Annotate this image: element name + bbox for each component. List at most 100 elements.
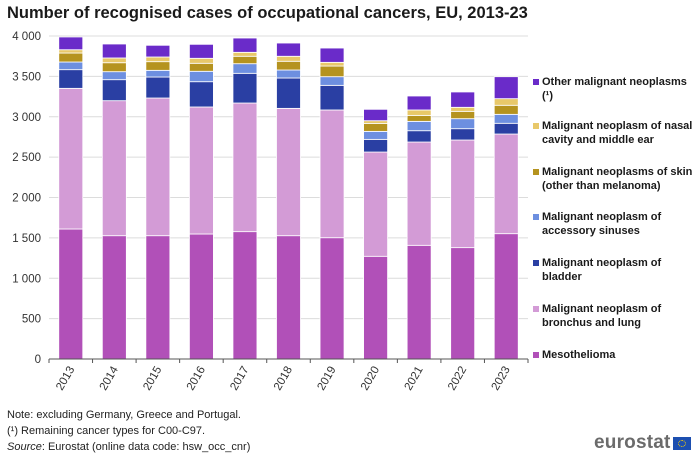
bar-segment <box>58 49 84 54</box>
legend-item: Mesothelioma <box>532 348 699 362</box>
bar-segment <box>406 244 432 360</box>
legend-swatch <box>533 169 539 175</box>
bar-segment <box>493 122 519 135</box>
bar-segment <box>58 69 84 89</box>
y-tick-label: 1 500 <box>12 233 41 245</box>
bar-segment <box>276 77 301 109</box>
source-label: Source <box>7 441 42 453</box>
bar-segment <box>406 141 432 246</box>
bar-segment <box>450 106 476 112</box>
legend-item: Malignant neoplasms of skin (other than … <box>532 165 699 193</box>
bar-segment <box>189 57 214 64</box>
bar-segment <box>189 70 214 83</box>
bar-segment <box>363 255 388 360</box>
bar-segment <box>189 106 214 235</box>
legend-swatch <box>533 306 539 312</box>
bar-segment <box>493 76 519 100</box>
y-tick-label: 2 500 <box>12 152 41 164</box>
x-tick-label: 2016 <box>185 365 208 393</box>
legend-label: Malignant neoplasm of bladder <box>542 257 662 283</box>
bar-segment <box>145 235 171 360</box>
bar-segment <box>276 235 301 360</box>
bar-segment <box>189 62 214 72</box>
y-tick-label: 3 500 <box>12 71 41 83</box>
x-tick-label: 2015 <box>141 365 164 393</box>
x-tick-label: 2014 <box>98 364 121 393</box>
legend-label: Malignant neoplasms of skin (other than … <box>542 166 693 192</box>
legend-label: Malignant neoplasm of nasal cavity and m… <box>542 120 693 146</box>
bar-segment <box>276 107 301 237</box>
y-tick-label: 1 000 <box>12 273 41 285</box>
bar-segment <box>319 61 345 67</box>
legend-swatch <box>533 79 539 85</box>
bar-segment <box>58 87 84 230</box>
bar-segment <box>101 235 127 360</box>
x-tick-label: 2022 <box>446 365 469 393</box>
footnotes: Note: excluding Germany, Greece and Port… <box>7 407 250 455</box>
x-tick-label: 2018 <box>272 365 295 393</box>
bar-segment <box>101 100 127 237</box>
bar-segment <box>319 47 345 63</box>
eu-flag-icon <box>672 436 691 450</box>
bar-segment <box>493 133 519 235</box>
x-tick-label: 2020 <box>359 365 382 393</box>
legend-label: Malignant neoplasm of accessory sinuses <box>542 211 662 237</box>
bar-segment <box>493 98 519 106</box>
y-axis: 0 500 1 000 1 500 2 000 2 500 3 000 3 500 4 000 <box>12 31 41 366</box>
bar-segment <box>493 104 519 115</box>
bar-segment <box>101 79 127 102</box>
x-tick-label: 2023 <box>490 365 513 393</box>
legend-label: Mesothelioma <box>542 349 616 361</box>
bar-segment <box>363 108 388 122</box>
legend-item: Malignant neoplasm of bronchus and lung <box>532 302 699 330</box>
legend-item: Malignant neoplasm of accessory sinuses <box>532 210 699 238</box>
bar-segment <box>145 61 171 71</box>
source-note: Source: Eurostat (online data code: hsw_… <box>7 439 250 455</box>
note-exclusions: Note: excluding Germany, Greece and Port… <box>7 409 241 421</box>
note-other-definition: (¹) Remaining cancer types for C00-C97. <box>7 425 206 437</box>
bar-segment <box>493 233 519 360</box>
bar-segment <box>406 120 432 132</box>
legend-item: Other malignant neoplasms (¹) <box>532 75 699 103</box>
bar-segment <box>232 55 258 65</box>
bar-segment <box>493 113 519 124</box>
x-tick-label: 2017 <box>228 365 251 393</box>
bar-segment <box>450 139 476 249</box>
bar-segment <box>276 55 301 62</box>
chart-title: Number of recognised cases of occupation… <box>7 4 528 22</box>
bar-segment <box>58 36 84 51</box>
bar-segment <box>58 228 84 360</box>
bar-segment <box>232 231 258 360</box>
bar-segment <box>232 102 258 233</box>
bar-segment <box>319 84 345 111</box>
legend-swatch <box>533 260 539 266</box>
bar-segment <box>276 60 301 71</box>
bar-segment <box>450 128 476 141</box>
bar-segment <box>363 130 388 140</box>
legend-swatch <box>533 214 539 220</box>
y-tick-label: 500 <box>22 314 41 326</box>
bar-segment <box>189 233 214 360</box>
bar-segment <box>319 76 345 86</box>
bar-segment <box>363 122 388 132</box>
eurostat-logo: eurostat <box>594 432 691 454</box>
x-tick-label: 2013 <box>54 365 77 393</box>
y-tick-label: 3 000 <box>12 112 41 124</box>
logo-text: eurostat <box>594 432 671 453</box>
bar-segment <box>319 109 345 239</box>
bar-segment <box>450 118 476 130</box>
bar-segment <box>101 71 127 81</box>
legend-label: Malignant neoplasm of bronchus and lung <box>542 303 662 329</box>
bar-segment <box>406 130 432 143</box>
bar-segment <box>58 52 84 63</box>
bar-segment <box>406 109 432 116</box>
y-tick-label: 0 <box>35 354 41 366</box>
legend-item: Malignant neoplasm of nasal cavity and m… <box>532 119 699 147</box>
bar-segment <box>189 43 214 59</box>
legend-item: Malignant neoplasm of bladder <box>532 256 699 284</box>
bar-segment <box>145 76 171 99</box>
x-axis: 2013 2014 2015 2016 2017 2018 2019 2020 2021 2022… <box>48 358 529 393</box>
bar-segment <box>319 65 345 78</box>
bar-segment <box>363 138 388 153</box>
bar-segment <box>189 81 214 108</box>
